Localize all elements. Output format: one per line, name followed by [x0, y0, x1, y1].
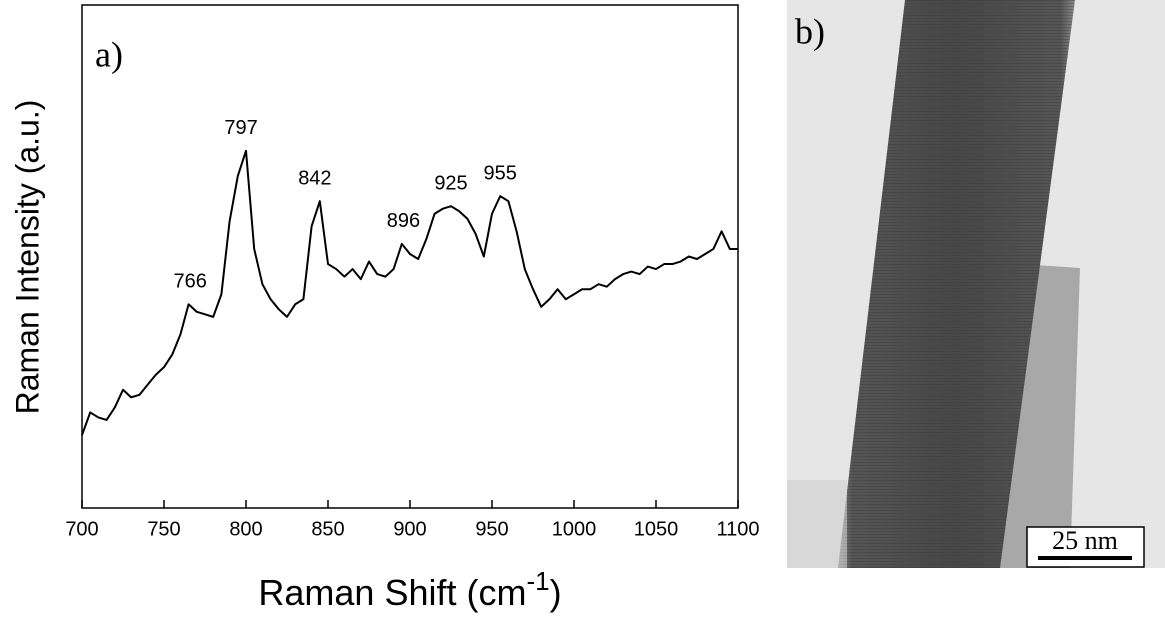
x-tick-label: 750: [147, 518, 180, 540]
image-debris: [787, 480, 847, 568]
small-rod: [990, 265, 1080, 568]
x-tick-label: 850: [311, 518, 344, 540]
peak-label: 955: [484, 162, 517, 184]
scale-bar-label: 25 nm: [1052, 526, 1118, 555]
spectrum-line: [81, 149, 738, 436]
x-label-text: Raman Shift (cm: [258, 572, 526, 613]
x-axis-label: Raman Shift (cm-1): [258, 566, 561, 613]
x-tick-label: 800: [229, 518, 262, 540]
x-tick-label: 1050: [634, 518, 679, 540]
x-label-superscript: -1: [526, 566, 549, 596]
x-tick-label: 1100: [716, 518, 759, 540]
x-tick-label: 700: [65, 518, 98, 540]
panel-label: a): [95, 34, 123, 74]
nanorod-fringes: [838, 0, 1075, 568]
x-tick-label: 900: [393, 518, 426, 540]
peak-label: 842: [298, 167, 331, 189]
peak-label: 925: [434, 172, 467, 194]
y-axis-label: Raman Intensity (a.u.): [9, 100, 45, 415]
panel-label: b): [795, 11, 825, 51]
peak-label: 797: [224, 117, 257, 139]
x-label-suffix: ): [550, 572, 562, 613]
tem-image: b) 25 nm: [787, 0, 1165, 568]
peak-label: 766: [174, 271, 207, 293]
x-tick-label: 1000: [552, 518, 597, 540]
peak-label: 896: [387, 210, 420, 232]
scale-bar-box: [1026, 526, 1145, 568]
x-tick-label: 950: [475, 518, 508, 540]
plot-frame: [81, 4, 739, 509]
